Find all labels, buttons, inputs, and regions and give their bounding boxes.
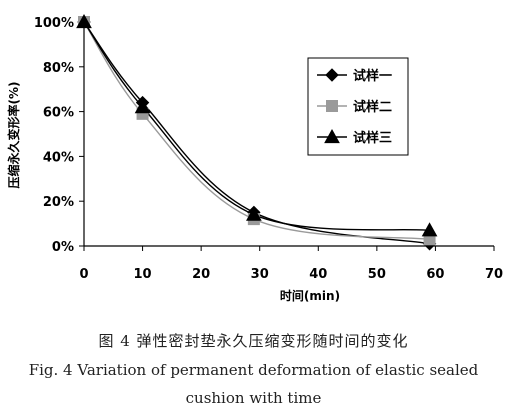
figure-caption-english-line2: cushion with time <box>185 389 322 407</box>
x-tick-label: 30 <box>251 267 269 282</box>
legend-label-1: 试样一 <box>353 68 392 84</box>
data-point-series-3 <box>76 13 92 29</box>
plot-area: 0 10 20 30 40 50 60 70 0% 20% 40% 60% 80% 100% <box>34 13 503 282</box>
x-tick-label: 0 <box>79 267 88 282</box>
x-axis-label: 时间(min) <box>280 288 340 303</box>
legend-label-2: 试样二 <box>353 99 392 115</box>
series-line-3 <box>83 21 430 232</box>
figure-caption-chinese: 图 4 弹性密封垫永久压缩变形随时间的变化 <box>98 332 409 350</box>
legend-label-3: 试样三 <box>353 130 392 146</box>
x-tick-label: 60 <box>426 267 444 282</box>
y-tick-label: 40% <box>43 150 74 165</box>
figure-caption-english-line1: Fig. 4 Variation of permanent deformatio… <box>28 361 479 379</box>
x-tick-label: 70 <box>485 267 503 282</box>
data-point-series-3 <box>134 99 151 114</box>
x-tick-label: 10 <box>134 267 152 282</box>
data-point-series-3 <box>421 222 438 237</box>
y-tick-label: 80% <box>43 61 74 76</box>
legend-marker-3 <box>324 128 340 144</box>
y-tick-label: 0% <box>52 240 74 255</box>
legend-marker-2 <box>326 100 338 112</box>
x-tick-label: 20 <box>192 267 210 282</box>
data-point-series-3 <box>246 206 262 221</box>
y-tick-label: 60% <box>43 106 74 121</box>
x-tick-label: 40 <box>309 267 327 282</box>
x-tick-label: 50 <box>368 267 386 282</box>
y-axis-label: 压缩永久变形率(%) <box>6 82 21 189</box>
legend-marker-1 <box>325 68 339 82</box>
y-tick-label: 100% <box>34 16 74 31</box>
series-line-2 <box>83 21 430 240</box>
y-tick-label: 20% <box>43 195 74 210</box>
